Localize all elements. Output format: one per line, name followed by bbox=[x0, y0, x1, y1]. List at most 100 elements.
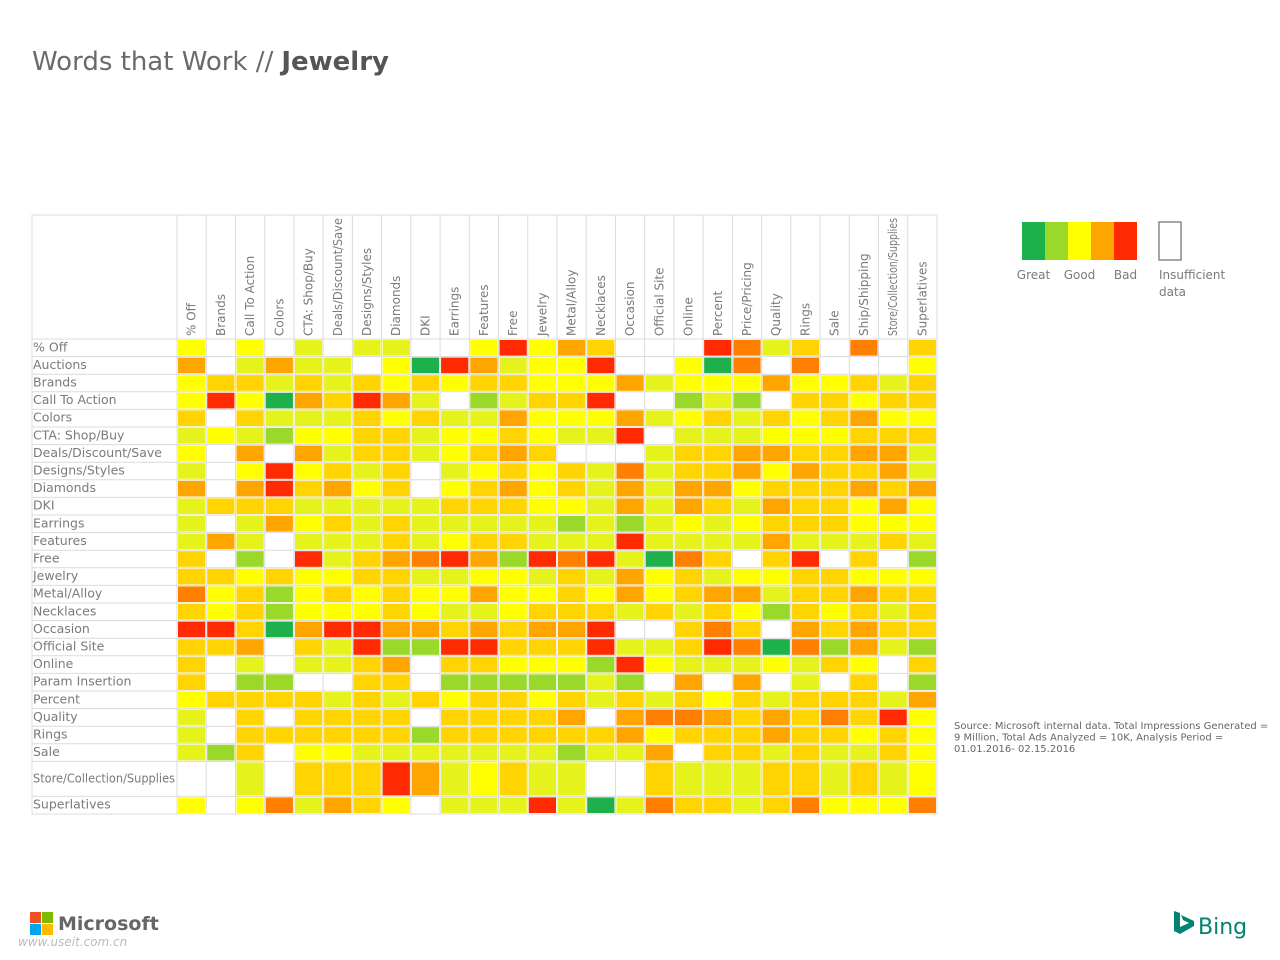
heat-cell bbox=[704, 551, 732, 567]
heat-cell bbox=[324, 586, 352, 602]
row-label: Official Site bbox=[33, 639, 105, 654]
row-label: Superlatives bbox=[33, 797, 111, 812]
heat-cell bbox=[616, 674, 644, 690]
column-label: Sale bbox=[828, 310, 842, 336]
heat-cell bbox=[294, 727, 323, 743]
column-label: Occasion bbox=[623, 281, 637, 336]
heat-cell bbox=[674, 392, 703, 409]
heat-cell bbox=[499, 744, 527, 761]
heat-cell bbox=[353, 410, 381, 426]
heat-cell bbox=[382, 551, 410, 567]
heat-cell bbox=[645, 744, 673, 761]
heat-cell bbox=[616, 498, 644, 514]
heat-cell bbox=[674, 568, 703, 585]
heat-cell bbox=[294, 762, 323, 796]
heat-cell bbox=[178, 445, 206, 462]
heat-cell bbox=[441, 674, 469, 690]
heat-cell bbox=[587, 375, 615, 391]
heat-cell bbox=[178, 744, 206, 761]
heat-cell bbox=[470, 797, 498, 813]
heat-cell bbox=[353, 340, 381, 356]
heat-cell bbox=[236, 692, 264, 708]
chart-title-emphasis: Jewelry bbox=[279, 47, 389, 77]
bing-logo bbox=[1174, 911, 1194, 934]
heat-cell bbox=[674, 410, 703, 426]
heat-cell bbox=[821, 568, 849, 585]
heat-cell bbox=[499, 604, 527, 620]
heat-cell bbox=[879, 463, 907, 479]
heat-cell bbox=[704, 498, 732, 514]
heat-cell bbox=[791, 357, 820, 374]
heat-cell bbox=[645, 762, 673, 796]
heat-cell bbox=[441, 533, 469, 550]
row-label: Call To Action bbox=[33, 392, 117, 407]
heat-cell bbox=[674, 498, 703, 514]
heat-cell bbox=[762, 586, 790, 602]
heat-cell bbox=[733, 797, 761, 813]
heat-cell bbox=[762, 639, 790, 655]
heat-cell bbox=[850, 621, 878, 638]
heat-cell bbox=[674, 445, 703, 462]
heat-cell bbox=[294, 340, 323, 356]
heat-cell bbox=[353, 445, 381, 462]
heat-cell bbox=[178, 586, 206, 602]
heat-cell bbox=[762, 604, 790, 620]
heat-cell bbox=[879, 480, 907, 497]
heat-cell bbox=[528, 551, 556, 567]
footer-right: Bing bbox=[1198, 915, 1247, 940]
heat-cell bbox=[879, 692, 907, 708]
heat-cell bbox=[674, 727, 703, 743]
heat-cell bbox=[645, 533, 673, 550]
heat-cell bbox=[294, 797, 323, 813]
heat-cell bbox=[441, 375, 469, 391]
heat-cell bbox=[704, 410, 732, 426]
heat-cell bbox=[207, 498, 235, 514]
heat-cell bbox=[470, 621, 498, 638]
heat-cell bbox=[908, 357, 936, 374]
heat-cell bbox=[762, 551, 790, 567]
row-label: Online bbox=[33, 656, 74, 671]
heat-cell bbox=[324, 516, 352, 532]
heat-cell bbox=[821, 498, 849, 514]
heat-cell bbox=[382, 357, 410, 374]
heat-cell bbox=[294, 692, 323, 708]
row-label: Quality bbox=[33, 709, 78, 724]
heat-cell bbox=[850, 340, 878, 356]
heat-cell bbox=[353, 709, 381, 726]
row-label: Auctions bbox=[33, 357, 87, 372]
heat-cell bbox=[178, 639, 206, 655]
heat-cell bbox=[791, 797, 820, 813]
heat-cell bbox=[178, 656, 206, 673]
heat-cell bbox=[704, 375, 732, 391]
heat-cell bbox=[178, 392, 206, 409]
heat-cell bbox=[441, 621, 469, 638]
column-label: Online bbox=[682, 297, 696, 336]
heat-cell bbox=[499, 639, 527, 655]
column-label: CTA: Shop/Buy bbox=[302, 248, 316, 336]
heat-cell bbox=[704, 727, 732, 743]
heat-cell bbox=[645, 692, 673, 708]
heat-cell bbox=[265, 604, 293, 620]
heat-cell bbox=[178, 551, 206, 567]
heat-cell bbox=[791, 604, 820, 620]
heat-cell bbox=[791, 568, 820, 585]
heat-cell bbox=[674, 375, 703, 391]
heat-cell bbox=[850, 797, 878, 813]
heat-cell bbox=[704, 533, 732, 550]
heat-cell bbox=[178, 709, 206, 726]
heat-cell bbox=[528, 744, 556, 761]
heat-cell bbox=[587, 656, 615, 673]
heat-cell bbox=[470, 551, 498, 567]
source-note: 9 Million, Total Ads Analyzed = 10K, Ana… bbox=[954, 733, 1223, 744]
heat-cell bbox=[411, 551, 440, 567]
row-label: Occasion bbox=[33, 621, 90, 636]
heat-cell bbox=[441, 709, 469, 726]
heat-cell bbox=[908, 727, 936, 743]
heat-cell bbox=[908, 797, 936, 813]
heat-cell bbox=[236, 551, 264, 567]
heat-cell bbox=[499, 692, 527, 708]
heat-cell bbox=[879, 762, 907, 796]
heat-cell bbox=[908, 674, 936, 690]
heat-cell bbox=[441, 498, 469, 514]
heat-cell bbox=[499, 340, 527, 356]
